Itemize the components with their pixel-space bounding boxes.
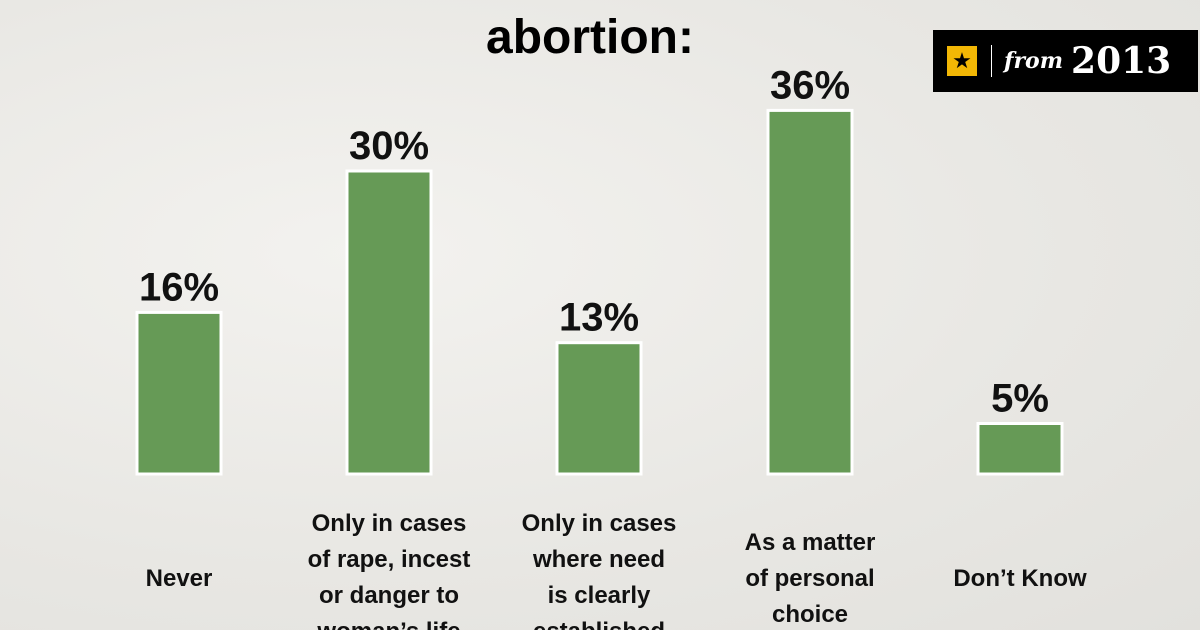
star-icon: ★ xyxy=(947,46,977,76)
bar-2 xyxy=(345,169,433,476)
bar-5 xyxy=(976,422,1064,476)
category-label-1-line-1: Never xyxy=(146,565,213,592)
category-label-4-line-2: of personal xyxy=(745,565,874,592)
category-label-2-line-2: of rape, incest xyxy=(308,546,471,573)
badge-year-label: 2013 xyxy=(1071,40,1172,82)
chart-title: abortion: xyxy=(486,11,694,64)
value-label-4: 36% xyxy=(770,63,850,107)
value-label-1: 16% xyxy=(139,265,219,309)
category-label-2-line-4: woman’s life xyxy=(316,618,460,630)
badge-from-label: from xyxy=(1004,48,1064,74)
star-glyph: ★ xyxy=(952,48,972,73)
category-label-3-line-1: Only in cases xyxy=(522,510,677,537)
bar-1 xyxy=(135,310,223,476)
category-label-5-line-1: Don’t Know xyxy=(953,565,1087,592)
category-label-3-line-4: established xyxy=(533,618,665,630)
category-label-3-line-2: where need xyxy=(532,546,665,573)
category-label-2-line-1: Only in cases xyxy=(312,510,467,537)
category-label-4-line-1: As a matter xyxy=(745,529,876,556)
category-label-3-line-3: is clearly xyxy=(548,582,651,609)
year-badge: ★ from 2013 xyxy=(933,30,1198,92)
badge-divider xyxy=(991,45,992,77)
category-label-2-line-3: or danger to xyxy=(319,582,459,609)
bar-3 xyxy=(555,341,643,476)
bar-4 xyxy=(766,108,854,476)
value-label-2: 30% xyxy=(349,124,429,168)
category-label-4-line-3: choice xyxy=(772,601,848,628)
value-label-3: 13% xyxy=(559,296,639,340)
value-label-5: 5% xyxy=(991,377,1049,421)
